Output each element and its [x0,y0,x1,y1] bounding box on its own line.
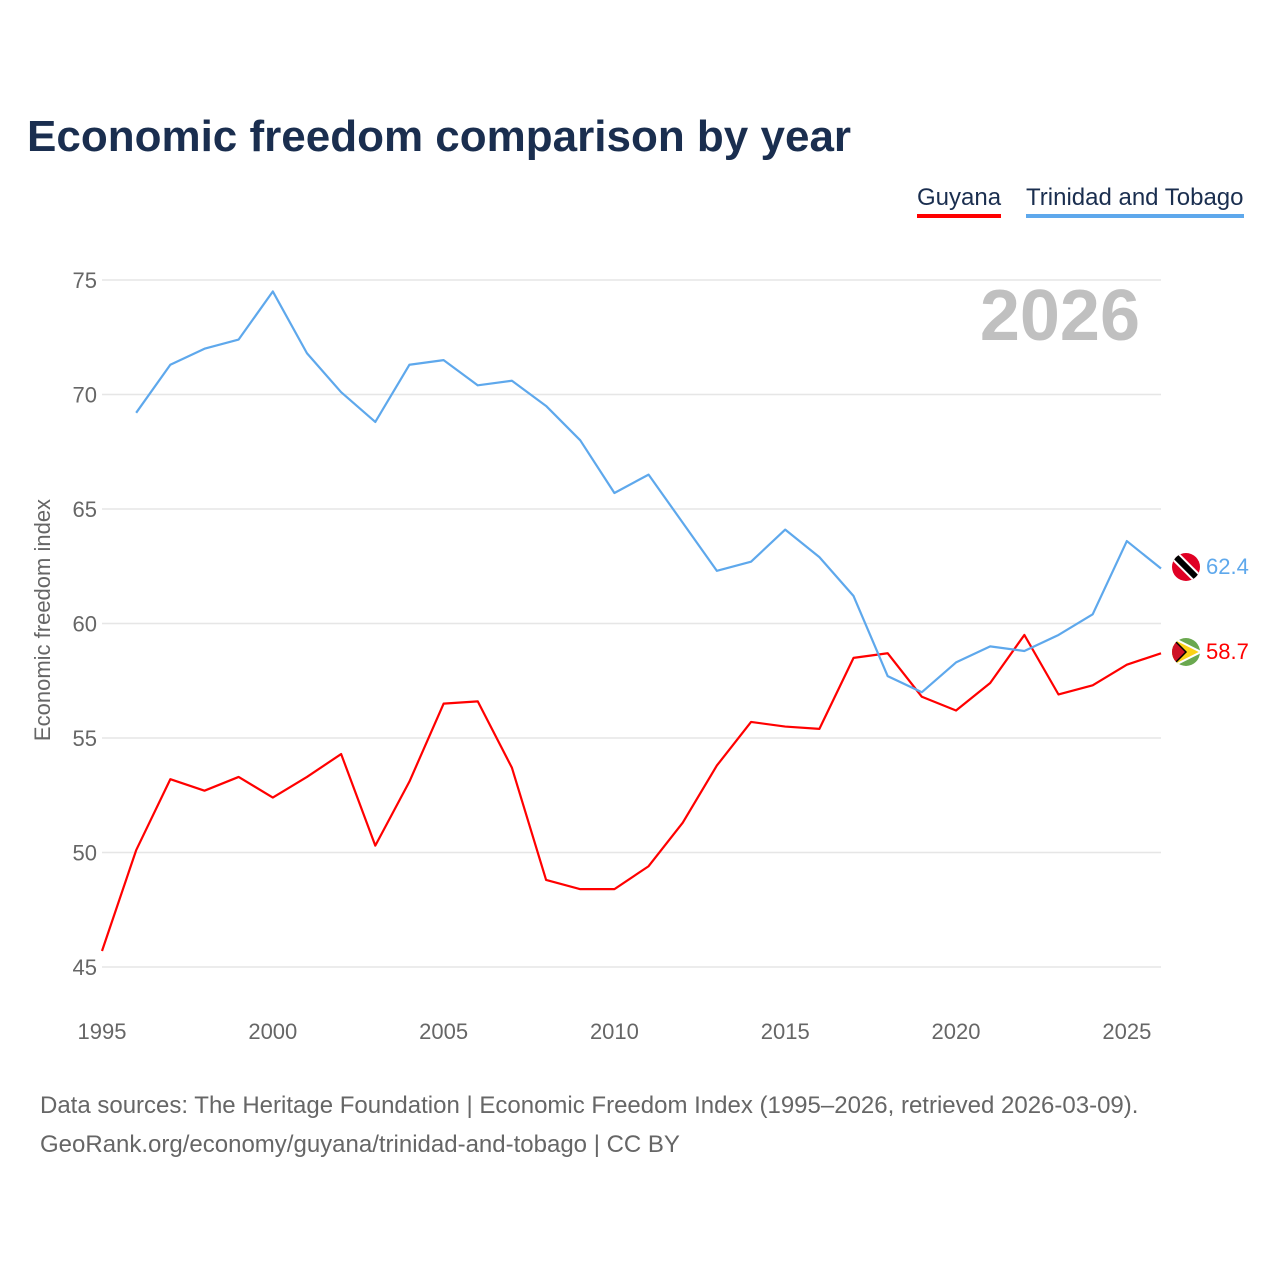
x-tick-label: 2010 [590,1019,639,1044]
source-line-2[interactable]: GeoRank.org/economy/guyana/trinidad-and-… [40,1131,680,1158]
series-line-guyana[interactable] [100,633,1162,952]
guyana-end-label: 58.7 [1206,639,1249,664]
line-chart: 45 50 55 60 65 70 75 1995 2000 2005 2010 2015 2020 20… [30,268,1249,1044]
y-tick-label: 75 [73,268,97,293]
x-tick-label: 2020 [932,1019,981,1044]
legend-trinidad-and-tobago[interactable]: Trinidad and Tobago [1026,184,1244,218]
y-tick-label: 65 [73,497,97,522]
year-badge: 2026 [980,276,1140,356]
y-axis-label: Economic freedom index [30,499,55,741]
trinidad-end-label: 62.4 [1206,554,1249,579]
y-tick-label: 45 [73,955,97,980]
y-tick-label: 70 [73,383,97,408]
x-tick-label: 2000 [248,1019,297,1044]
trinidad-flag-icon [1172,553,1200,581]
y-tick-label: 60 [73,612,97,637]
source-note: Data sources: The Heritage Foundation | … [40,1086,1138,1164]
x-tick-label: 1995 [78,1019,127,1044]
y-tick-label: 55 [73,726,97,751]
source-line-1: Data sources: The Heritage Foundation | … [40,1092,1139,1119]
y-tick-label: 50 [73,841,97,866]
x-tick-label: 2025 [1102,1019,1151,1044]
series-line-trinidad-and-tobago[interactable] [135,290,1162,694]
legend-guyana[interactable]: Guyana [917,184,1002,218]
chart-title: Economic freedom comparison by year [27,112,852,161]
x-tick-label: 2005 [419,1019,468,1044]
guyana-flag-icon [1172,638,1200,666]
x-tick-label: 2015 [761,1019,810,1044]
